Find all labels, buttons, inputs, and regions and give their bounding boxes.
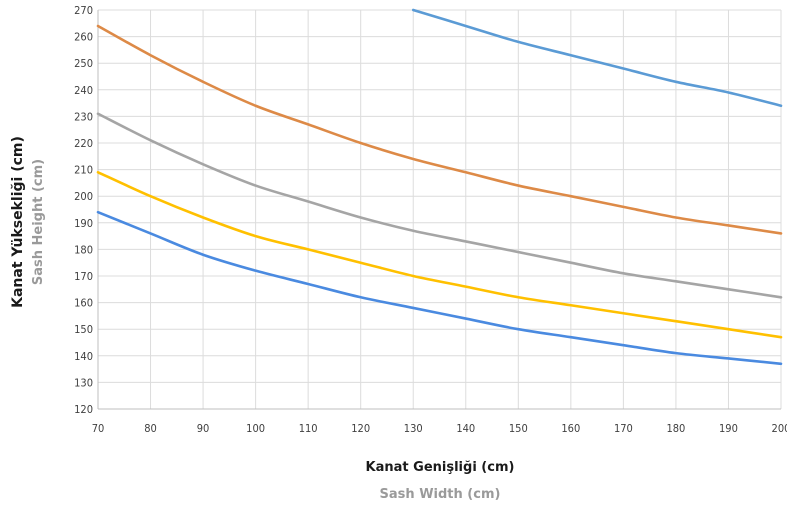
series-line-5 <box>96 210 783 366</box>
x-tick-label: 160 <box>561 422 580 435</box>
y-tick-label: 130 <box>74 376 93 389</box>
y-tick-label: 200 <box>74 190 93 203</box>
y-tick-labels: 120 130 140 150 160 170 180 190 200 210 220 230 240 2… <box>74 4 93 416</box>
series-line-4 <box>96 170 783 339</box>
x-axis-subtitle: Sash Width (cm) <box>380 487 501 502</box>
x-tick-label: 130 <box>404 422 423 435</box>
x-tick-labels: 70 80 90 100 110 120 130 140 150 160 170 180 190 200 <box>92 422 787 435</box>
x-tick-label: 100 <box>246 422 265 435</box>
series-line-3 <box>96 112 783 299</box>
y-tick-label: 220 <box>74 137 93 150</box>
y-tick-label: 150 <box>74 323 93 336</box>
y-tick-label: 250 <box>74 57 93 70</box>
x-tick-label: 140 <box>456 422 475 435</box>
grid-lines <box>98 9 782 409</box>
y-tick-label: 190 <box>74 217 93 230</box>
y-tick-label: 160 <box>74 297 93 310</box>
axes <box>97 10 781 410</box>
x-tick-label: 80 <box>144 422 157 435</box>
x-tick-label: 190 <box>719 422 738 435</box>
y-tick-label: 140 <box>74 350 93 363</box>
y-axis-subtitle: Sash Height (cm) <box>31 159 46 285</box>
y-tick-label: 210 <box>74 164 93 177</box>
x-tick-label: 180 <box>666 422 685 435</box>
x-tick-label: 200 <box>772 422 787 435</box>
x-tick-label: 70 <box>92 422 105 435</box>
x-tick-label: 90 <box>197 422 210 435</box>
y-tick-label: 230 <box>74 110 93 123</box>
y-tick-label: 170 <box>74 270 93 283</box>
y-tick-label: 260 <box>74 31 93 44</box>
y-tick-label: 180 <box>74 243 93 256</box>
x-tick-label: 170 <box>614 422 633 435</box>
series-lines <box>96 8 783 366</box>
x-tick-label: 150 <box>509 422 528 435</box>
y-tick-label: 120 <box>74 403 93 416</box>
y-tick-label: 270 <box>74 4 93 17</box>
x-tick-label: 120 <box>351 422 370 435</box>
y-axis-title: Kanat Yüksekliği (cm) <box>10 136 26 308</box>
y-tick-label: 240 <box>74 84 93 97</box>
x-tick-label: 110 <box>299 422 318 435</box>
x-axis-title: Kanat Genişliği (cm) <box>366 460 515 475</box>
series-line-1 <box>411 8 783 108</box>
series-line-2 <box>96 24 783 235</box>
